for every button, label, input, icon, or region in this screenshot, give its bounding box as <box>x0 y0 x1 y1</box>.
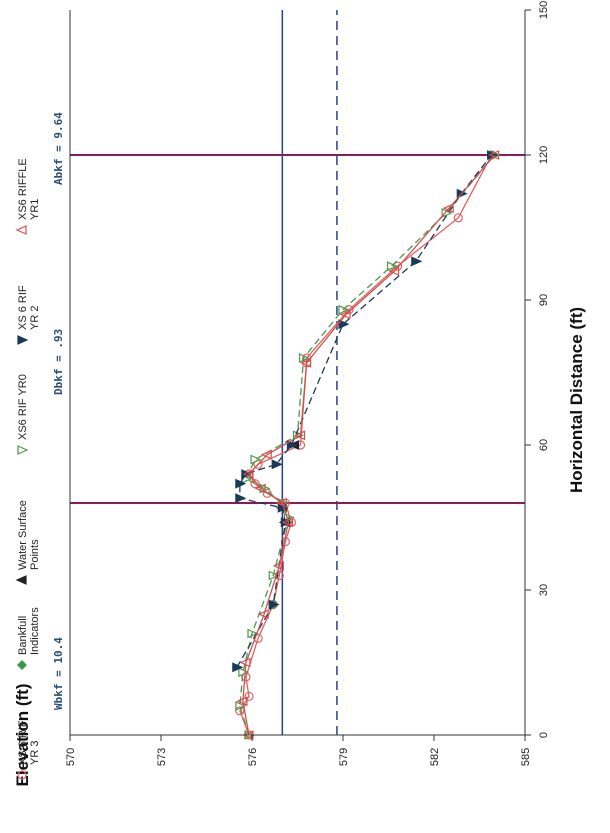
distance-tick-label-0: 0 <box>538 732 550 738</box>
distance-tick-label-2: 60 <box>538 439 550 451</box>
point-4-4 <box>235 493 247 504</box>
point-3-2 <box>238 667 250 678</box>
point-4-10 <box>411 256 423 267</box>
legend-label-0: XS 6 RIF <box>17 720 29 765</box>
legend-label-5: XS6 RIFFLE <box>17 158 29 220</box>
legend-label-3: XS6 RIF YR0 <box>17 374 29 440</box>
point-0-19 <box>453 213 463 223</box>
point-4-6 <box>241 469 253 479</box>
point-5-12 <box>339 309 351 320</box>
point-3-9 <box>250 454 262 465</box>
legend-label-2: Water Surface <box>17 500 29 570</box>
point-3-4 <box>268 570 280 581</box>
legend-label-4: XS 6 RIF <box>17 285 29 330</box>
legend-label-2-cont: Points <box>29 539 41 570</box>
series-line-3 <box>239 154 496 736</box>
point-4-7 <box>271 459 283 470</box>
distance-tick-label-3: 90 <box>538 294 550 306</box>
plot-area <box>70 10 525 735</box>
point-5-1 <box>236 696 248 707</box>
series-line-5 <box>242 154 496 736</box>
point-5-13 <box>388 266 400 276</box>
legend-label-1-cont: Indicators <box>29 607 41 655</box>
point-0-6 <box>274 570 284 581</box>
distance-tick-label-4: 120 <box>538 146 550 164</box>
legend-marker-1 <box>17 660 27 670</box>
point-3-3 <box>247 628 259 639</box>
point-3-8 <box>241 473 253 484</box>
series-layer <box>232 150 502 740</box>
point-5-11 <box>300 357 312 368</box>
legend-label-0-cont: YR 3 <box>29 741 41 765</box>
point-3-11 <box>298 353 311 363</box>
reference-lines <box>70 10 525 735</box>
elevation-tick-label-1: 573 <box>156 748 168 766</box>
point-5-5 <box>281 517 293 528</box>
point-5-2 <box>239 657 251 668</box>
point-5-10 <box>294 430 306 441</box>
distance-tick-label-1: 30 <box>538 584 550 596</box>
point-0-11 <box>250 479 260 489</box>
point-5-15 <box>488 150 500 160</box>
annotation-1: Dbkf = .93 <box>52 329 65 395</box>
elevation-tick-label-0: 570 <box>65 748 77 766</box>
point-5-7 <box>254 483 266 494</box>
legend-marker-5 <box>15 225 27 235</box>
point-0-2 <box>244 691 254 701</box>
series-4 <box>232 150 499 673</box>
point-0-1 <box>235 706 245 716</box>
point-0-18 <box>393 261 403 271</box>
point-5-9 <box>260 449 272 460</box>
point-4-5 <box>235 478 247 489</box>
annotation-2: Abkf = 9.64 <box>52 112 65 185</box>
annotation-0: Wbkf = 10.4 <box>52 637 65 710</box>
elevation-tick-label-5: 585 <box>520 748 532 766</box>
point-5-4 <box>272 560 284 571</box>
legend-label-1: Bankfull <box>17 616 29 655</box>
plot-background <box>70 10 525 735</box>
point-5-6 <box>275 498 287 508</box>
point-4-1 <box>268 599 280 610</box>
distance-tick-label-5: 150 <box>538 1 550 19</box>
legend-marker-3 <box>17 445 29 455</box>
y-axis-title: Elevation (ft) <box>13 684 32 787</box>
elevation-tick-label-2: 576 <box>247 748 259 766</box>
point-4-2 <box>280 517 292 528</box>
point-5-8 <box>242 469 254 479</box>
point-5-14 <box>442 203 454 214</box>
legend-label-4-cont: YR 2 <box>29 306 41 330</box>
legend-marker-2 <box>15 575 27 585</box>
legend-label-5-cont: YR1 <box>29 199 41 220</box>
series-5 <box>236 150 500 740</box>
point-4-8 <box>286 440 298 450</box>
annotations: Wbkf = 10.4 Dbkf = .93 Abkf = 9.64 <box>52 112 65 710</box>
point-0-17 <box>344 305 354 315</box>
legend-marker-0 <box>17 770 27 780</box>
point-3-13 <box>386 261 399 272</box>
tick-labels: 570 573 576 579 582 585 0 30 60 90 120 150 <box>65 1 550 766</box>
elevation-tick-label-3: 579 <box>338 748 350 766</box>
x-axis-title: Horizontal Distance (ft) <box>567 307 586 493</box>
legend-marker-4 <box>17 335 29 345</box>
point-5-3 <box>257 609 269 620</box>
elevation-tick-label-4: 582 <box>429 748 441 766</box>
point-4-0 <box>232 662 244 673</box>
point-4-9 <box>338 319 350 330</box>
point-3-12 <box>338 304 350 315</box>
axes <box>69 10 526 736</box>
point-3-1 <box>235 701 247 711</box>
